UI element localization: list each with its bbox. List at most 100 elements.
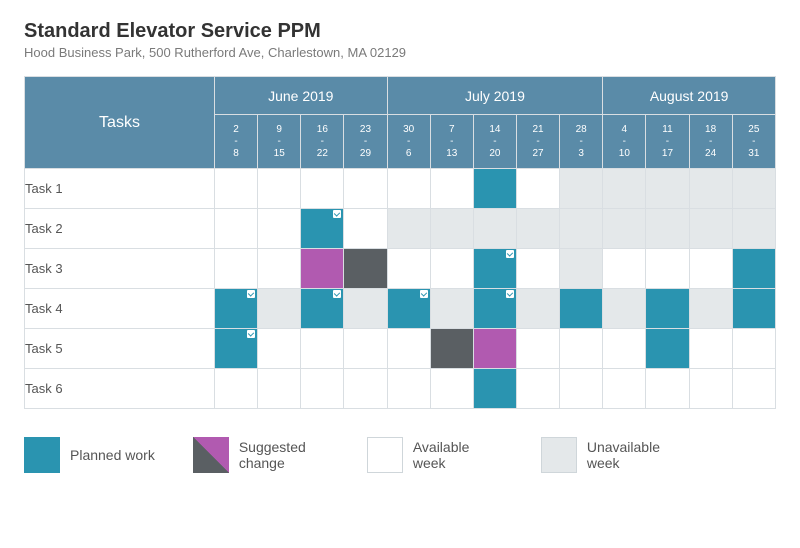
task-label: Task 3 bbox=[25, 249, 215, 289]
legend: Planned work Suggested change Available … bbox=[24, 437, 776, 473]
gantt-cell[interactable] bbox=[560, 369, 603, 409]
gantt-cell[interactable] bbox=[258, 329, 301, 369]
gantt-cell[interactable] bbox=[689, 169, 732, 209]
gantt-cell[interactable] bbox=[387, 209, 430, 249]
week-header: 7-13 bbox=[430, 115, 473, 169]
gantt-cell[interactable] bbox=[732, 169, 775, 209]
gantt-cell[interactable] bbox=[689, 329, 732, 369]
gantt-cell[interactable] bbox=[646, 249, 689, 289]
gantt-cell[interactable] bbox=[258, 369, 301, 409]
gantt-cell[interactable] bbox=[387, 169, 430, 209]
table-row: Task 6 bbox=[25, 369, 776, 409]
gantt-cell[interactable] bbox=[473, 249, 516, 289]
gantt-cell[interactable] bbox=[516, 169, 559, 209]
gantt-cell[interactable] bbox=[689, 249, 732, 289]
gantt-cell[interactable] bbox=[646, 209, 689, 249]
gantt-cell[interactable] bbox=[344, 249, 387, 289]
table-row: Task 2 bbox=[25, 209, 776, 249]
gantt-cell[interactable] bbox=[387, 369, 430, 409]
gantt-cell[interactable] bbox=[560, 289, 603, 329]
task-label: Task 4 bbox=[25, 289, 215, 329]
legend-suggested-label: Suggested change bbox=[239, 439, 329, 471]
week-header: 23-29 bbox=[344, 115, 387, 169]
gantt-cell[interactable] bbox=[516, 209, 559, 249]
gantt-cell[interactable] bbox=[344, 369, 387, 409]
month-header: August 2019 bbox=[603, 77, 776, 115]
gantt-cell[interactable] bbox=[473, 289, 516, 329]
gantt-cell[interactable] bbox=[603, 209, 646, 249]
gantt-cell[interactable] bbox=[430, 249, 473, 289]
gantt-cell[interactable] bbox=[301, 289, 344, 329]
gantt-cell[interactable] bbox=[430, 289, 473, 329]
gantt-cell[interactable] bbox=[732, 209, 775, 249]
task-label: Task 6 bbox=[25, 369, 215, 409]
gantt-cell[interactable] bbox=[689, 209, 732, 249]
gantt-cell[interactable] bbox=[732, 289, 775, 329]
gantt-cell[interactable] bbox=[387, 289, 430, 329]
page-subtitle: Hood Business Park, 500 Rutherford Ave, … bbox=[24, 45, 776, 60]
gantt-cell[interactable] bbox=[258, 209, 301, 249]
gantt-cell[interactable] bbox=[215, 209, 258, 249]
gantt-cell[interactable] bbox=[516, 289, 559, 329]
gantt-cell[interactable] bbox=[258, 169, 301, 209]
gantt-cell[interactable] bbox=[560, 249, 603, 289]
gantt-cell[interactable] bbox=[646, 169, 689, 209]
gantt-cell[interactable] bbox=[344, 209, 387, 249]
gantt-cell[interactable] bbox=[430, 169, 473, 209]
gantt-cell[interactable] bbox=[215, 169, 258, 209]
gantt-cell[interactable] bbox=[344, 169, 387, 209]
legend-unavailable: Unavailable week bbox=[541, 437, 677, 473]
week-header: 2-8 bbox=[215, 115, 258, 169]
check-icon bbox=[506, 290, 514, 298]
gantt-cell[interactable] bbox=[646, 289, 689, 329]
gantt-cell[interactable] bbox=[689, 369, 732, 409]
gantt-cell[interactable] bbox=[603, 249, 646, 289]
gantt-cell[interactable] bbox=[603, 169, 646, 209]
gantt-cell[interactable] bbox=[603, 329, 646, 369]
month-header: July 2019 bbox=[387, 77, 603, 115]
tasks-column-header: Tasks bbox=[25, 77, 215, 169]
gantt-cell[interactable] bbox=[603, 289, 646, 329]
gantt-cell[interactable] bbox=[215, 289, 258, 329]
page-title: Standard Elevator Service PPM bbox=[24, 20, 776, 43]
gantt-cell[interactable] bbox=[301, 249, 344, 289]
gantt-cell[interactable] bbox=[560, 209, 603, 249]
gantt-cell[interactable] bbox=[215, 329, 258, 369]
check-icon bbox=[333, 290, 341, 298]
gantt-cell[interactable] bbox=[387, 249, 430, 289]
gantt-cell[interactable] bbox=[430, 369, 473, 409]
gantt-cell[interactable] bbox=[473, 169, 516, 209]
gantt-cell[interactable] bbox=[258, 289, 301, 329]
gantt-cell[interactable] bbox=[473, 329, 516, 369]
week-header: 25-31 bbox=[732, 115, 775, 169]
table-row: Task 5 bbox=[25, 329, 776, 369]
gantt-cell[interactable] bbox=[473, 369, 516, 409]
gantt-cell[interactable] bbox=[215, 369, 258, 409]
gantt-cell[interactable] bbox=[301, 369, 344, 409]
gantt-cell[interactable] bbox=[301, 169, 344, 209]
gantt-cell[interactable] bbox=[732, 329, 775, 369]
swatch-suggested bbox=[193, 437, 229, 473]
gantt-cell[interactable] bbox=[430, 329, 473, 369]
gantt-cell[interactable] bbox=[516, 249, 559, 289]
gantt-cell[interactable] bbox=[646, 369, 689, 409]
gantt-cell[interactable] bbox=[560, 329, 603, 369]
gantt-cell[interactable] bbox=[344, 329, 387, 369]
gantt-cell[interactable] bbox=[473, 209, 516, 249]
gantt-cell[interactable] bbox=[646, 329, 689, 369]
gantt-cell[interactable] bbox=[430, 209, 473, 249]
gantt-cell[interactable] bbox=[215, 249, 258, 289]
gantt-cell[interactable] bbox=[560, 169, 603, 209]
gantt-cell[interactable] bbox=[344, 289, 387, 329]
gantt-cell[interactable] bbox=[301, 209, 344, 249]
week-header: 28-3 bbox=[560, 115, 603, 169]
gantt-cell[interactable] bbox=[603, 369, 646, 409]
gantt-cell[interactable] bbox=[689, 289, 732, 329]
gantt-cell[interactable] bbox=[387, 329, 430, 369]
gantt-cell[interactable] bbox=[301, 329, 344, 369]
gantt-cell[interactable] bbox=[516, 369, 559, 409]
gantt-cell[interactable] bbox=[258, 249, 301, 289]
gantt-cell[interactable] bbox=[732, 369, 775, 409]
gantt-cell[interactable] bbox=[516, 329, 559, 369]
gantt-cell[interactable] bbox=[732, 249, 775, 289]
